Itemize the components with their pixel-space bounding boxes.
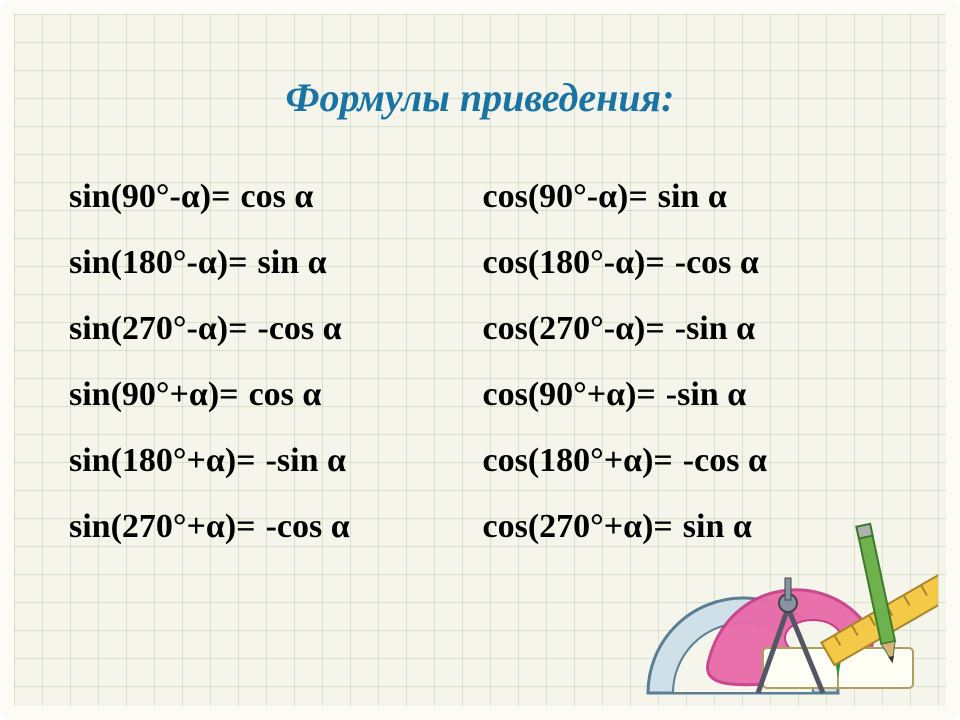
formula-row: cos(90°-α)= sin α [483,164,897,230]
formula-rhs: sin α [683,508,752,546]
formula-rhs: -sin α [266,442,346,480]
formula-lhs: cos(180°-α)= [483,244,665,282]
slide-title: Формулы приведения: [14,74,946,121]
formula-rhs: -cos α [258,310,342,348]
columns: sin(90°-α)= cos α sin(180°-α)= sin α sin… [69,164,896,560]
column-left: sin(90°-α)= cos α sin(180°-α)= sin α sin… [69,164,483,560]
formula-rhs: -sin α [666,376,746,414]
formula-lhs: sin(270°-α)= [69,310,248,348]
formula-lhs: sin(90°-α)= [69,178,231,216]
formula-lhs: cos(90°-α)= [483,178,648,216]
formula-lhs: sin(90°+α)= [69,376,239,414]
formula-rhs: sin α [258,244,327,282]
formula-lhs: sin(180°+α)= [69,442,256,480]
formula-lhs: cos(270°-α)= [483,310,665,348]
formula-rhs: cos α [241,178,314,216]
formula-lhs: cos(270°+α)= [483,508,673,546]
formula-row: sin(270°+α)= -cos α [69,494,483,560]
formula-row: cos(180°+α)= -cos α [483,428,897,494]
formula-row: sin(180°+α)= -sin α [69,428,483,494]
formula-lhs: cos(90°+α)= [483,376,656,414]
formula-lhs: sin(180°-α)= [69,244,248,282]
formula-rhs: sin α [658,178,727,216]
formula-row: sin(90°-α)= cos α [69,164,483,230]
slide: Формулы приведения: sin(90°-α)= cos α si… [0,0,960,720]
formula-rhs: -cos α [675,244,759,282]
formula-row: sin(180°-α)= sin α [69,230,483,296]
formula-content: sin(90°-α)= cos α sin(180°-α)= sin α sin… [14,164,946,560]
formula-rhs: -cos α [266,508,350,546]
formula-row: sin(270°-α)= -cos α [69,296,483,362]
formula-row: cos(180°-α)= -cos α [483,230,897,296]
formula-rhs: -sin α [675,310,755,348]
formula-rhs: cos α [249,376,322,414]
formula-row: cos(270°-α)= -sin α [483,296,897,362]
formula-row: sin(90°+α)= cos α [69,362,483,428]
formula-rhs: -cos α [683,442,767,480]
formula-lhs: sin(270°+α)= [69,508,256,546]
formula-row: cos(90°+α)= -sin α [483,362,897,428]
formula-row: cos(270°+α)= sin α [483,494,897,560]
formula-lhs: cos(180°+α)= [483,442,673,480]
column-right: cos(90°-α)= sin α cos(180°-α)= -cos α co… [483,164,897,560]
